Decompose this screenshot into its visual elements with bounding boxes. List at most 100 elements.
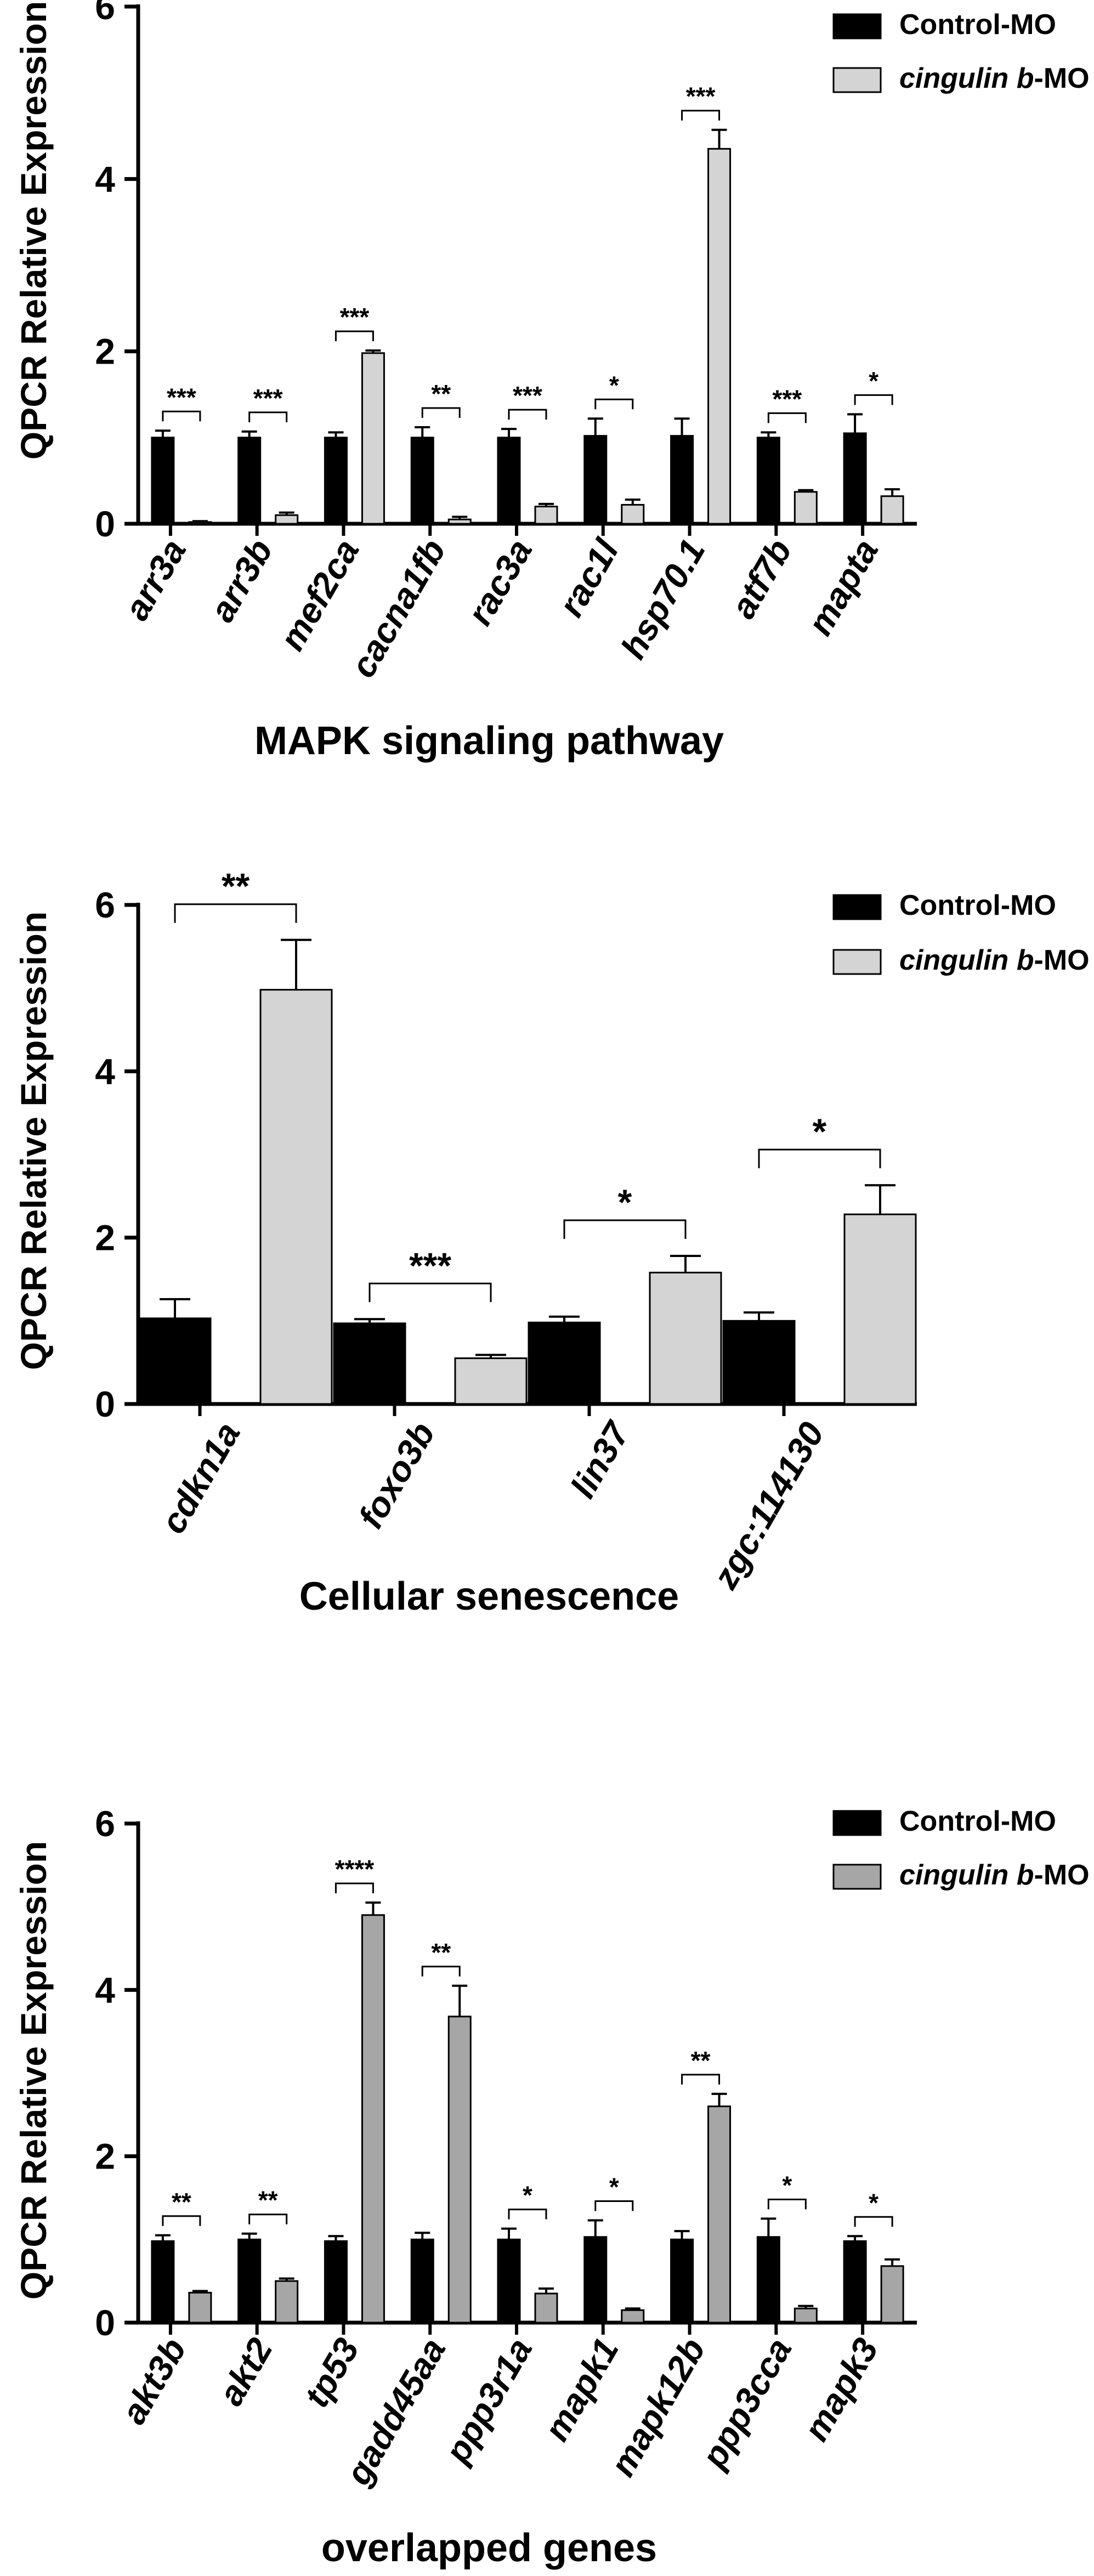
legend-swatch: [832, 894, 882, 920]
bar-cingulin-ppp3cca: [793, 2307, 818, 2324]
category-label-arr3b: arr3b: [202, 533, 280, 629]
significance-label: ***: [409, 1245, 451, 1286]
bar-control-tp53: [324, 2240, 348, 2324]
significance-bracket: [508, 409, 547, 420]
significance-label: **: [431, 380, 451, 408]
significance-label: ***: [340, 303, 370, 331]
bar-control-arr3a: [151, 437, 175, 525]
significance-bracket: [248, 411, 288, 422]
y-tick-label: 4: [95, 1051, 115, 1091]
bar-cingulin-cdkn1a: [259, 989, 333, 1405]
bar-cingulin-mapk12b: [707, 2105, 732, 2324]
significance-label: *: [782, 2171, 792, 2199]
y-tick-label: 6: [95, 0, 115, 27]
legend-swatch: [832, 949, 882, 975]
bar-cingulin-arr3b: [275, 514, 299, 525]
category-label-atf7b: atf7b: [723, 533, 800, 625]
significance-bracket: [681, 110, 721, 121]
significance-label: *: [618, 1182, 632, 1222]
legend-label-suffix: -MO: [1034, 1859, 1090, 1891]
significance-bracket: [162, 410, 201, 422]
significance-label: **: [258, 2186, 278, 2215]
bar-control-zgc:114130: [722, 1320, 796, 1405]
category-label-mapk1: mapk1: [536, 2331, 626, 2448]
significance-bracket: [594, 2200, 634, 2211]
y-tick-label: 0: [95, 503, 115, 544]
category-label-lin37: lin37: [563, 1414, 638, 1504]
significance-bracket: [767, 2198, 807, 2210]
legend-label-italic: cingulin b: [899, 944, 1034, 976]
bar-control-akt3b: [151, 2240, 175, 2324]
category-label-zgc:114130: zgc:114130: [705, 1416, 831, 1596]
significance-label: ***: [253, 384, 283, 412]
bar-cingulin-akt2: [275, 2280, 299, 2324]
significance-bracket: [335, 1882, 374, 1894]
bar-cingulin-mapk1: [621, 2309, 645, 2324]
significance-label: ***: [167, 383, 196, 411]
bar-control-cdkn1a: [138, 1317, 212, 1405]
significance-bracket: [248, 2213, 288, 2224]
significance-label: **: [172, 2188, 191, 2216]
legend-label: Control-MO: [899, 890, 1056, 921]
legend-label: cingulin b-MO: [899, 63, 1090, 94]
y-tick-label: 4: [95, 158, 115, 199]
y-axis-label: QPCR Relative Expression: [13, 1841, 54, 2300]
bar-control-lin37: [528, 1321, 601, 1405]
bar-cingulin-foxo3b: [454, 1357, 528, 1405]
significance-bracket: [162, 2215, 201, 2226]
bar-cingulin-arr3a: [188, 521, 212, 525]
y-axis-label: QPCR Relative Expression: [13, 1, 54, 460]
significance-label: ***: [686, 82, 716, 111]
category-label-mef2ca: mef2ca: [272, 533, 367, 657]
significance-label: **: [431, 1938, 451, 1967]
bar-control-hsp70.1: [670, 435, 694, 525]
bar-control-mef2ca: [324, 437, 348, 525]
x-axis-title: Cellular senescence: [299, 1575, 679, 1618]
category-label-rac1l: rac1l: [551, 532, 627, 623]
bar-control-cacna1fb: [410, 437, 434, 525]
bar-cingulin-tp53: [361, 1914, 385, 2324]
significance-bracket: [681, 2074, 721, 2085]
bar-cingulin-mef2ca: [361, 352, 385, 525]
x-axis-title: overlapped genes: [321, 2526, 657, 2570]
y-tick-label: 4: [95, 1969, 115, 2010]
significance-label: *: [813, 1111, 827, 1152]
legend-label: cingulin b-MO: [899, 1859, 1090, 1891]
category-label-foxo3b: foxo3b: [350, 1416, 442, 1535]
legend-label-italic: cingulin b: [899, 1859, 1034, 1891]
bar-control-mapta: [843, 432, 867, 525]
significance-label: ***: [772, 384, 802, 413]
significance-label: *: [609, 2172, 619, 2201]
legend-label-suffix: -MO: [1034, 63, 1090, 94]
significance-label: **: [691, 2046, 711, 2075]
bar-control-rac1l: [583, 435, 608, 525]
legend-label: cingulin b-MO: [899, 944, 1090, 976]
bar-control-akt2: [237, 2238, 262, 2324]
category-label-cdkn1a: cdkn1a: [153, 1416, 248, 1540]
category-label-akt2: akt2: [211, 2331, 280, 2412]
y-tick-label: 0: [95, 2302, 115, 2343]
legend-label: Control-MO: [899, 9, 1056, 41]
bar-control-ppp3cca: [756, 2236, 780, 2324]
bar-cingulin-atf7b: [793, 491, 818, 525]
bar-control-mapk12b: [670, 2238, 694, 2324]
category-label-akt3b: akt3b: [114, 2331, 194, 2431]
bar-cingulin-zgc:114130: [843, 1213, 917, 1405]
bar-control-rac3a: [497, 437, 521, 525]
category-label-rac3a: rac3a: [460, 533, 540, 632]
significance-label: *: [869, 366, 878, 395]
legend-swatch: [832, 1864, 882, 1890]
x-axis-title: MAPK signaling pathway: [254, 719, 724, 763]
significance-bracket: [369, 1282, 492, 1303]
category-label-hsp70.1: hsp70.1: [613, 533, 713, 665]
bar-cingulin-hsp70.1: [707, 148, 732, 525]
significance-bracket: [563, 1219, 687, 1239]
bar-cingulin-lin37: [649, 1271, 722, 1405]
bar-control-arr3b: [237, 437, 262, 525]
bar-control-gadd45aa: [410, 2238, 434, 2324]
significance-bracket: [421, 1966, 461, 1977]
significance-bracket: [758, 1148, 881, 1169]
significance-bracket: [174, 903, 297, 923]
